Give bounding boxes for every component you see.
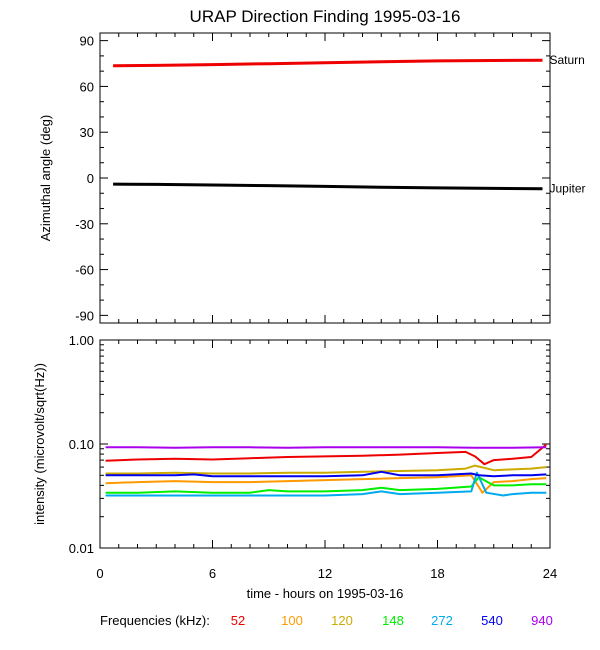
- intensity-panel: 0.01 0.10 1.00 intensity (microvolt/sqrt(Hz…: [32, 333, 551, 556]
- y-tick-label: -60: [75, 263, 94, 278]
- y-axis-label: Azimuthal angle (deg): [38, 115, 53, 241]
- y-tick-label: 1.00: [69, 333, 94, 348]
- frequency-legend-item: 148: [382, 613, 404, 628]
- series-line-120: [105, 464, 547, 475]
- y-tick-label: -90: [75, 308, 94, 323]
- x-tick-labels: 0 6 12 18 24: [96, 566, 557, 581]
- series-line-540: [105, 470, 547, 478]
- plot-frame: [99, 32, 551, 324]
- series-line-saturn: [113, 58, 543, 68]
- azimuth-panel: 90 60 30 0 -30 -60 -90 Azimuthal angle (deg) Sat…: [38, 32, 586, 324]
- series-line-940: [105, 446, 547, 449]
- series-label: Jupiter: [550, 182, 586, 196]
- y-tick-label: 60: [80, 79, 94, 94]
- frequency-legend-item: 940: [531, 613, 553, 628]
- frequency-legend-item: 120: [331, 613, 353, 628]
- frequency-legend-item: 540: [481, 613, 503, 628]
- chart-title: URAP Direction Finding 1995-03-16: [190, 7, 461, 26]
- x-tick-label: 6: [209, 566, 216, 581]
- series-label: Saturn: [550, 53, 585, 67]
- y-tick-label: 30: [80, 125, 94, 140]
- x-tick-label: 0: [96, 566, 103, 581]
- frequency-legend: Frequencies (kHz): 52 100 120 148 272 540 940: [100, 613, 553, 628]
- y-tick-label: -30: [75, 217, 94, 232]
- y-tick-label: 0: [87, 171, 94, 186]
- frequency-legend-item: 272: [431, 613, 453, 628]
- series-line-148: [105, 476, 547, 494]
- y-axis-label: intensity (microvolt/sqrt(Hz)): [32, 363, 47, 525]
- series-line-52: [105, 443, 547, 466]
- frequency-legend-item: 100: [281, 613, 303, 628]
- x-tick-label: 18: [430, 566, 444, 581]
- frequency-legend-label: Frequencies (kHz):: [100, 613, 210, 628]
- x-axis-label: time - hours on 1995-03-16: [247, 586, 404, 601]
- plot-frame: [99, 339, 551, 549]
- series-line-272: [105, 471, 547, 497]
- series-line-jupiter: [113, 182, 543, 191]
- y-tick-label: 90: [80, 34, 94, 49]
- y-tick-label: 0.10: [69, 437, 94, 452]
- frequency-legend-item: 52: [231, 613, 245, 628]
- x-tick-label: 24: [543, 566, 557, 581]
- y-tick-label: 0.01: [69, 541, 94, 556]
- x-tick-label: 12: [318, 566, 332, 581]
- series-line-100: [105, 474, 547, 494]
